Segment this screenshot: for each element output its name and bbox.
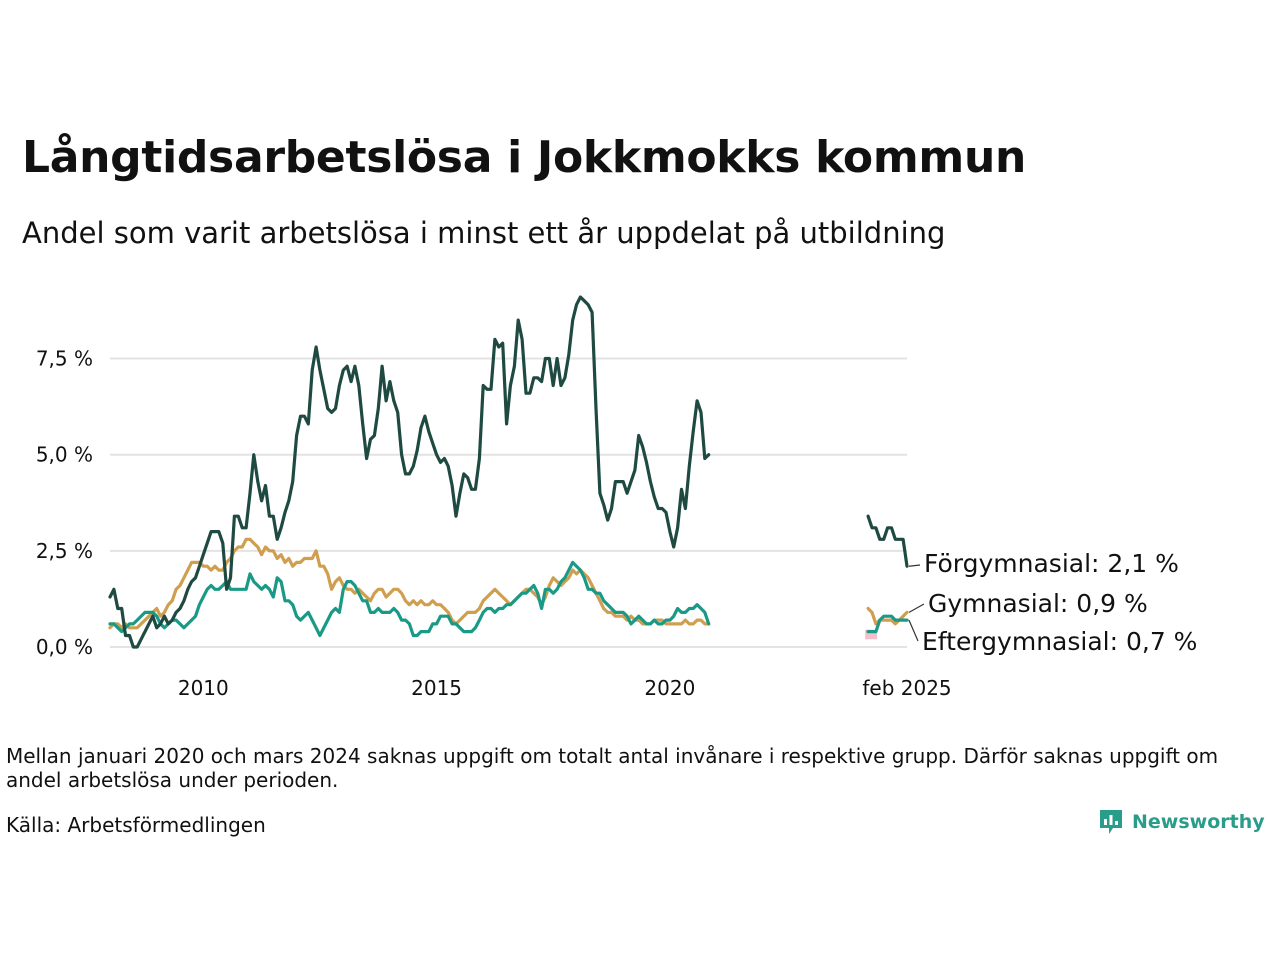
- x-axis: 2010 2015 2020 feb 2025: [178, 676, 952, 700]
- y-tick-label: 0,0 %: [36, 635, 93, 659]
- series-line-gymnasial-0: [108, 537, 711, 630]
- y-axis: 0,0 % 2,5 % 5,0 % 7,5 %: [36, 347, 93, 659]
- source-text: Källa: Arbetsförmedlingen: [6, 813, 266, 837]
- grid-lines: [110, 357, 907, 648]
- y-tick-label: 5,0 %: [36, 443, 93, 467]
- newsworthy-logo-text: Newsworthy: [1132, 811, 1265, 833]
- series-lines: [108, 295, 909, 649]
- label-leader-eftergymnasial: [908, 619, 919, 642]
- x-tick-label: 2020: [644, 676, 695, 700]
- x-tick-label: 2010: [178, 676, 229, 700]
- newsworthy-logo[interactable]: Newsworthy: [1098, 808, 1265, 836]
- series-line-eftergymnasial-0: [108, 560, 711, 638]
- gap-marker: [865, 629, 878, 640]
- series-labels: Förgymnasial: 2,1 % Gymnasial: 0,9 % Efter…: [908, 549, 1197, 656]
- series-line-forgymnasial-0: [108, 295, 711, 649]
- y-tick-label: 2,5 %: [36, 539, 93, 563]
- gap-markers: [865, 629, 878, 640]
- footnote: Mellan januari 2020 och mars 2024 saknas…: [6, 744, 1219, 792]
- series-label-gymnasial: Gymnasial: 0,9 %: [928, 589, 1148, 618]
- series-line-eftergymnasial-1: [866, 614, 909, 634]
- newsworthy-logo-icon: [1100, 810, 1122, 834]
- x-tick-label: 2015: [411, 676, 462, 700]
- chart-title: Långtidsarbetslösa i Jokkmokks kommun: [22, 132, 1026, 183]
- line-chart: 0,0 % 2,5 % 5,0 % 7,5 % 2010 2015 2020 feb 202…: [36, 295, 1197, 700]
- y-tick-label: 7,5 %: [36, 347, 93, 371]
- x-tick-label: feb 2025: [862, 676, 951, 700]
- series-label-forgymnasial: Förgymnasial: 2,1 %: [924, 549, 1179, 578]
- chart-subtitle: Andel som varit arbetslösa i minst ett å…: [22, 216, 946, 250]
- series-line-forgymnasial-1: [866, 514, 909, 568]
- label-leader-forgymnasial: [908, 564, 921, 567]
- series-label-eftergymnasial: Eftergymnasial: 0,7 %: [922, 627, 1197, 656]
- label-leader-gymnasial: [908, 603, 925, 613]
